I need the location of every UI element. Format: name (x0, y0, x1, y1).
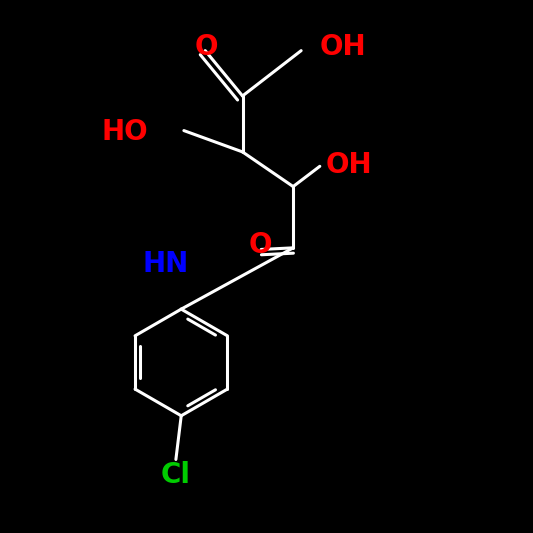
Text: HO: HO (102, 118, 148, 146)
Text: HN: HN (143, 250, 189, 278)
Text: Cl: Cl (161, 462, 191, 489)
Text: O: O (195, 33, 219, 61)
Text: OH: OH (325, 151, 372, 179)
Text: O: O (248, 231, 272, 259)
Text: OH: OH (320, 33, 366, 61)
